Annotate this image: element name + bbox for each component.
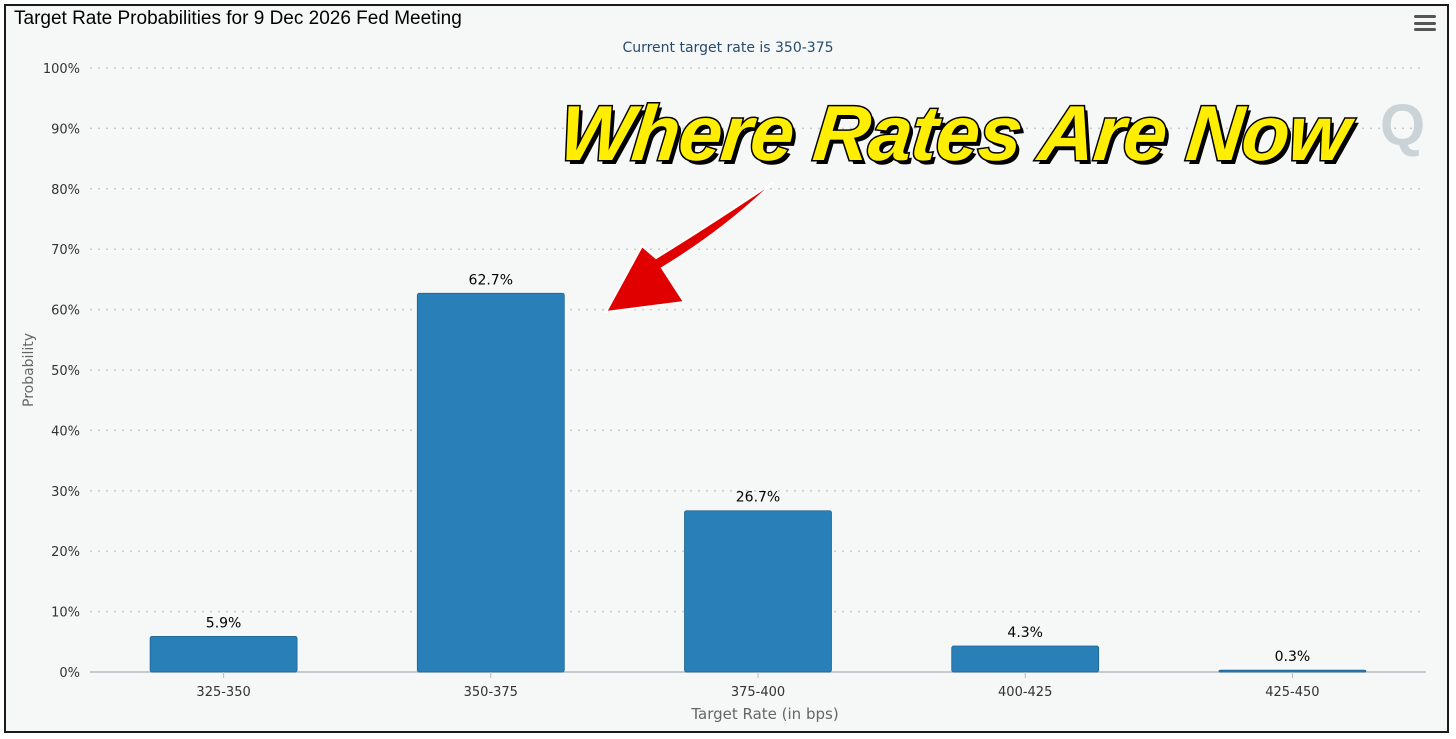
x-tick-label: 325-350	[196, 685, 250, 700]
x-axis-title: Target Rate (in bps)	[690, 705, 838, 723]
y-axis-title: Probability	[21, 333, 37, 407]
hamburger-menu-icon[interactable]	[1414, 15, 1436, 33]
y-tick-label: 70%	[51, 243, 80, 258]
x-tick-label: 425-450	[1265, 685, 1319, 700]
data-label: 0.3%	[1275, 649, 1311, 665]
x-tick-label: 375-400	[731, 685, 785, 700]
data-label: 4.3%	[1007, 625, 1043, 641]
chart-title: Target Rate Probabilities for 9 Dec 2026…	[14, 8, 462, 29]
x-tick-label: 350-375	[464, 685, 518, 700]
chart-subtitle: Current target rate is 350-375	[622, 40, 834, 56]
x-tick-label: 400-425	[998, 685, 1052, 700]
y-tick-label: 10%	[51, 606, 80, 621]
y-tick-label: 0%	[59, 666, 80, 681]
y-tick-label: 30%	[51, 485, 80, 500]
grid-lines	[90, 67, 1426, 613]
y-tick-label: 90%	[51, 122, 80, 137]
red-arrow-icon	[604, 181, 775, 314]
data-label: 62.7%	[469, 272, 513, 288]
y-tick-label: 80%	[51, 183, 80, 198]
y-tick-label: 20%	[51, 545, 80, 560]
y-tick-label: 60%	[51, 304, 80, 319]
watermark-logo: Q	[1380, 93, 1426, 158]
menu-line	[1414, 28, 1436, 31]
y-axis-ticks: 0% 10% 20% 30% 40% 50% 60% 70% 80% 90% 100%	[43, 62, 80, 681]
y-tick-label: 50%	[51, 364, 80, 379]
y-tick-label: 100%	[43, 62, 80, 77]
menu-line	[1414, 21, 1436, 25]
menu-line	[1414, 15, 1436, 18]
y-tick-label: 40%	[51, 424, 80, 439]
x-axis-ticks: 325-350 350-375 375-400 400-425 425-450	[196, 672, 1320, 700]
data-label: 5.9%	[206, 615, 242, 631]
data-label: 26.7%	[736, 490, 780, 506]
